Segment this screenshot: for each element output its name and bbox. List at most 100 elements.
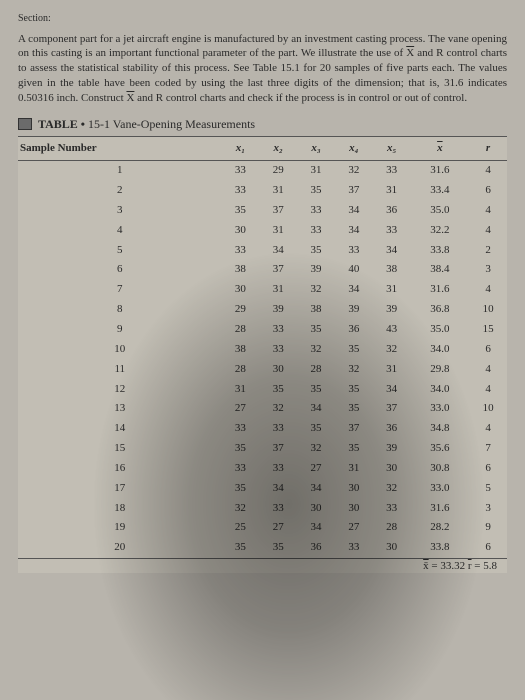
table-cell: 31	[221, 379, 259, 399]
table-cell: 34	[259, 478, 297, 498]
table-cell: 6	[469, 181, 507, 201]
footer-summary: x̄ = 33.32 r = 5.8	[18, 558, 507, 573]
table-cell: 29	[259, 160, 297, 180]
table-cell: 7	[18, 280, 221, 300]
table-cell: 31.6	[411, 280, 470, 300]
table-cell: 43	[373, 320, 411, 340]
table-cell: 33	[373, 160, 411, 180]
table-cell: 31	[259, 220, 297, 240]
table-row: 9283335364335.015	[18, 320, 507, 340]
table-cell: 32	[221, 498, 259, 518]
table-cell: 32	[297, 439, 335, 459]
table-cell: 10	[18, 339, 221, 359]
table-cell: 34	[373, 240, 411, 260]
table-cell: 31.6	[411, 160, 470, 180]
table-cell: 4	[469, 359, 507, 379]
col-header: x₃	[297, 136, 335, 160]
table-cell: 38.4	[411, 260, 470, 280]
table-cell: 32.2	[411, 220, 470, 240]
table-cell: 33.0	[411, 399, 470, 419]
table-cell: 9	[18, 320, 221, 340]
table-cell: 33	[259, 498, 297, 518]
table-row: 19252734272828.29	[18, 518, 507, 538]
table-cell: 35	[297, 379, 335, 399]
table-cell: 32	[373, 339, 411, 359]
table-cell: 29	[221, 300, 259, 320]
table-cell: 6	[18, 260, 221, 280]
table-cell: 19	[18, 518, 221, 538]
table-cell: 39	[297, 260, 335, 280]
table-cell: 31	[297, 160, 335, 180]
table-cell: 37	[335, 419, 373, 439]
table-cell: 39	[373, 300, 411, 320]
table-cell: 33	[221, 419, 259, 439]
table-cell: 17	[18, 478, 221, 498]
table-cell: 35	[335, 439, 373, 459]
table-cell: 4	[18, 220, 221, 240]
table-row: 5333435333433.82	[18, 240, 507, 260]
table-cell: 30	[335, 498, 373, 518]
table-cell: 36.8	[411, 300, 470, 320]
table-cell: 34	[373, 379, 411, 399]
table-cell: 4	[469, 160, 507, 180]
table-cell: 36	[335, 320, 373, 340]
table-cell: 32	[335, 359, 373, 379]
table-cell: 34.0	[411, 339, 470, 359]
table-cell: 4	[469, 220, 507, 240]
table-row: 17353434303233.05	[18, 478, 507, 498]
table-cell: 4	[469, 379, 507, 399]
table-cell: 9	[469, 518, 507, 538]
table-cell: 35	[335, 379, 373, 399]
table-cell: 33	[373, 220, 411, 240]
table-cell: 33	[259, 458, 297, 478]
table-cell: 35	[335, 399, 373, 419]
table-cell: 37	[373, 399, 411, 419]
table-row: 2333135373133.46	[18, 181, 507, 201]
table-row: 14333335373634.84	[18, 419, 507, 439]
col-header: x₄	[335, 136, 373, 160]
table-cell: 15	[18, 439, 221, 459]
table-row: 20353536333033.86	[18, 538, 507, 558]
table-title-row: TABLE • 15-1 Vane-Opening Measurements	[18, 116, 507, 132]
table-cell: 38	[221, 339, 259, 359]
table-cell: 34	[335, 280, 373, 300]
section-label: Section:	[18, 12, 507, 26]
table-cell: 33.0	[411, 478, 470, 498]
table-cell: 31	[259, 181, 297, 201]
table-cell: 30	[259, 359, 297, 379]
table-cell: 37	[259, 200, 297, 220]
table-cell: 27	[335, 518, 373, 538]
table-cell: 5	[469, 478, 507, 498]
table-cell: 10	[469, 300, 507, 320]
table-cell: 30	[373, 458, 411, 478]
table-cell: 33	[259, 339, 297, 359]
table-cell: 27	[259, 518, 297, 538]
table-cell: 33	[297, 220, 335, 240]
table-cell: 33	[221, 240, 259, 260]
table-cell: 16	[18, 458, 221, 478]
table-cell: 15	[469, 320, 507, 340]
table-cell: 31	[335, 458, 373, 478]
table-cell: 38	[373, 260, 411, 280]
table-title: TABLE • 15-1 Vane-Opening Measurements	[38, 116, 255, 132]
table-cell: 31	[259, 280, 297, 300]
table-cell: 1	[18, 160, 221, 180]
table-cell: 32	[259, 399, 297, 419]
table-cell: 40	[335, 260, 373, 280]
table-cell: 33	[221, 160, 259, 180]
table-cell: 30	[297, 498, 335, 518]
table-cell: 33	[259, 419, 297, 439]
table-cell: 33	[335, 538, 373, 558]
col-header: x₁	[221, 136, 259, 160]
table-cell: 35	[221, 538, 259, 558]
table-cell: 3	[469, 260, 507, 280]
table-cell: 28	[221, 320, 259, 340]
table-cell: 30	[221, 220, 259, 240]
table-cell: 4	[469, 280, 507, 300]
table-cell: 20	[18, 538, 221, 558]
table-cell: 30	[335, 478, 373, 498]
table-cell: 39	[335, 300, 373, 320]
table-cell: 29.8	[411, 359, 470, 379]
table-title-num: 15-1	[88, 117, 110, 131]
table-cell: 35.0	[411, 320, 470, 340]
